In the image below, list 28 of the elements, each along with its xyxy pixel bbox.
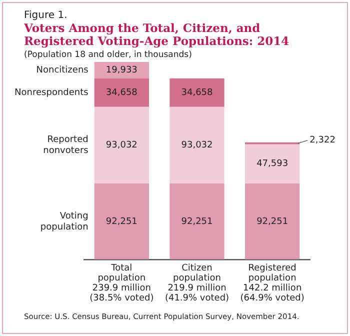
caption: Figure 1. (24, 10, 68, 21)
series-label: Reported nonvoters (43, 135, 89, 156)
data-label: 19,933 (106, 66, 138, 76)
data-label: 93,032 (106, 140, 138, 151)
chart-title: Voters Among the Total, Citizen, and Registered Voting-Age Populations: 2014 (24, 21, 290, 48)
bar (170, 106, 224, 184)
x-tick-label: Total population 239.9 million (38.5% voted) (90, 264, 154, 304)
data-label: 93,032 (181, 140, 213, 151)
bar (170, 183, 224, 260)
data-label: 92,251 (106, 216, 138, 227)
bar (245, 144, 300, 184)
data-label: 47,593 (256, 159, 288, 170)
bar (94, 183, 149, 260)
data-label: 92,251 (181, 216, 213, 227)
bar (245, 183, 300, 260)
data-label: 92,251 (256, 216, 288, 227)
chart-subtitle: (Population 18 and older, in thousands) (24, 50, 192, 60)
bar (94, 78, 149, 107)
data-label: 2,322 (310, 136, 336, 146)
series-label: Nonrespondents (14, 88, 89, 98)
x-tick-label: Citizen population 219.9 million (41.9% voted) (164, 264, 230, 304)
x-tick-label: Registered population 142.2 million (64.9% voted) (240, 264, 304, 304)
series-label: Voting population (40, 211, 88, 232)
series-label: Noncitizens (36, 66, 89, 76)
bar (94, 106, 149, 184)
bar (170, 78, 224, 107)
data-label: 34,658 (181, 88, 214, 98)
data-label: 34,658 (106, 88, 138, 98)
